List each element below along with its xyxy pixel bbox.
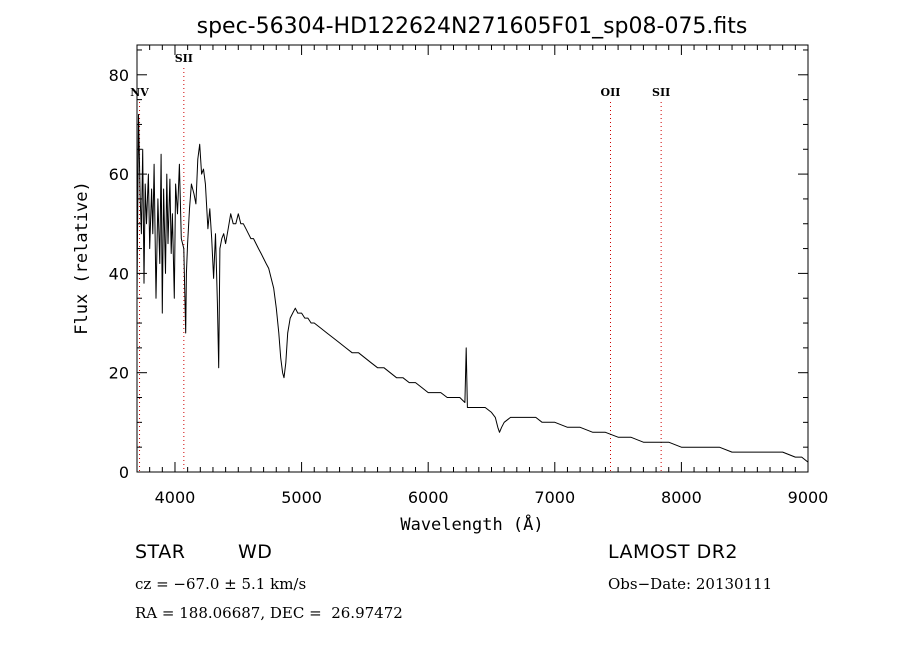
emission-line-markers: NV SII OII SII	[130, 52, 670, 472]
plot-frame: 4000 5000 6000 7000 8000 9000 0 20 40 60 80	[109, 44, 829, 507]
redshift-velocity: cz = −67.0 ± 5.1 km/s	[135, 575, 307, 593]
x-tick-label: 4000	[155, 488, 196, 507]
x-axis-label: Wavelength (Å)	[400, 513, 543, 535]
object-class: STAR	[135, 541, 186, 563]
x-tick-label: 6000	[408, 488, 449, 507]
y-tick-label: 40	[109, 264, 129, 283]
line-marker-label: NV	[130, 86, 149, 99]
x-tick-label: 7000	[534, 488, 575, 507]
y-tick-label: 20	[109, 364, 129, 383]
y-axis-label: Flux (relative)	[72, 181, 92, 335]
chart-title: spec-56304-HD122624N271605F01_sp08-075.f…	[197, 14, 748, 39]
line-marker-label: OII	[601, 86, 621, 99]
observation-date: Obs−Date: 20130111	[608, 575, 773, 593]
spectrum-chart: 4000 5000 6000 7000 8000 9000 0 20 40 60 80 NV SII O…	[72, 14, 829, 535]
object-subclass: WD	[238, 541, 273, 563]
y-tick-label: 0	[119, 463, 129, 482]
line-marker-label: SII	[652, 86, 670, 99]
spectrum-series	[136, 114, 809, 463]
line-marker-label: SII	[175, 52, 193, 65]
x-tick-label: 5000	[281, 488, 322, 507]
survey-name: LAMOST DR2	[608, 541, 738, 563]
y-tick-label: 60	[109, 165, 129, 184]
x-tick-label: 9000	[788, 488, 829, 507]
sky-coordinates: RA = 188.06687, DEC = 26.97472	[135, 604, 403, 622]
spectrum-line	[136, 114, 809, 463]
x-tick-label: 8000	[661, 488, 702, 507]
y-tick-label: 80	[109, 66, 129, 85]
